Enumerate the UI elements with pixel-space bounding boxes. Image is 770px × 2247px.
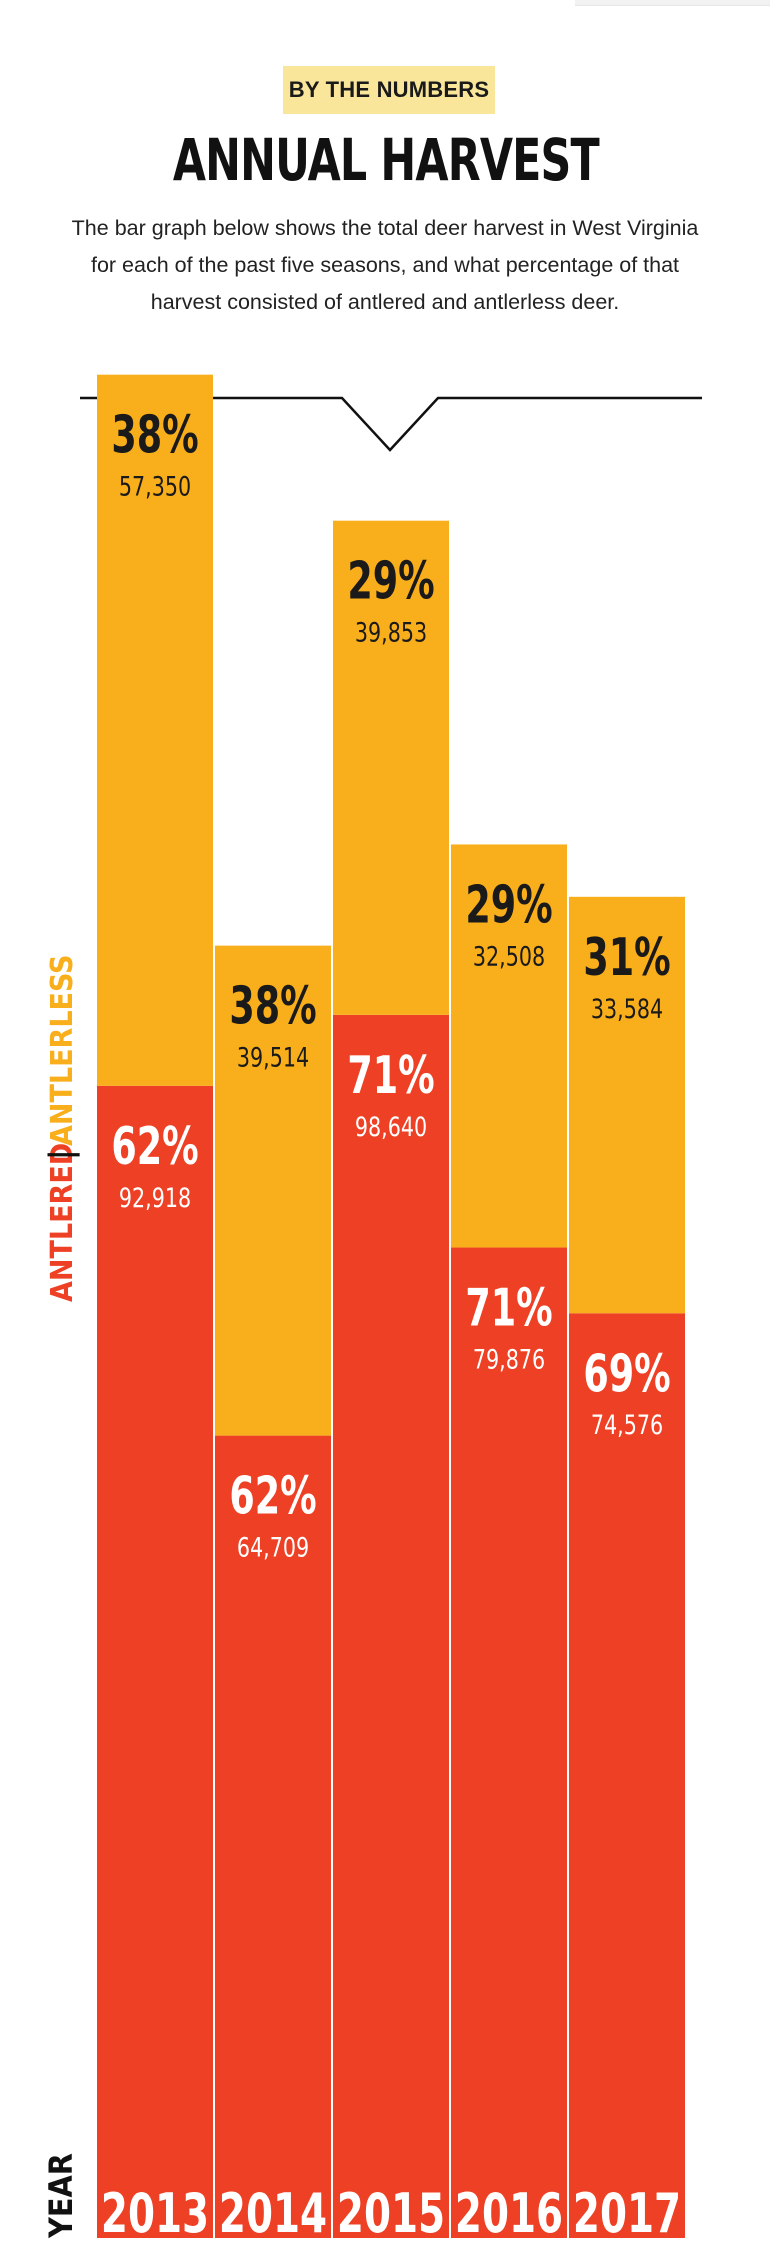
year-label-2013: 2013 [101, 2182, 209, 2245]
value-label-antlerless-2014: 39,514 [237, 1042, 309, 1073]
value-label-antlered-2015: 98,640 [355, 1111, 427, 1142]
value-label-antlerless-2016: 32,508 [473, 941, 545, 972]
intro-text: The bar graph below shows the total deer… [71, 216, 699, 314]
bar-antlerless-2014 [215, 945, 331, 1436]
value-label-antlerless-2017: 33,584 [591, 993, 663, 1024]
percent-label-antlerless-2013: 38% [111, 405, 198, 465]
legend-divider: | [42, 1149, 81, 1160]
percent-label-antlerless-2014: 38% [229, 976, 316, 1036]
year-label-2014: 2014 [219, 2182, 327, 2245]
bar-antlered-2016 [451, 1247, 567, 2238]
value-label-antlered-2013: 92,918 [119, 1182, 191, 1213]
value-label-antlered-2017: 74,576 [591, 1409, 663, 1440]
percent-label-antlerless-2015: 29% [347, 551, 434, 611]
percent-label-antlered-2015: 71% [347, 1045, 434, 1105]
section-divider-arrow [80, 396, 702, 452]
kicker-badge: BY THE NUMBERS [283, 66, 495, 114]
bar-antlerless-2016 [451, 844, 567, 1248]
bar-antlerless-2013 [97, 374, 213, 1086]
bar-antlerless-2017 [569, 896, 685, 1314]
percent-label-antlered-2014: 62% [229, 1466, 316, 1526]
bar-antlered-2017 [569, 1313, 685, 2238]
value-label-antlerless-2013: 57,350 [119, 471, 191, 502]
x-axis-label: YEAR [42, 2153, 80, 2239]
percent-label-antlerless-2017: 31% [583, 927, 670, 987]
legend-antlerless: ANTLERLESS [45, 955, 80, 1146]
value-label-antlerless-2015: 39,853 [355, 617, 427, 648]
bar-antlered-2013 [97, 1085, 213, 2238]
bar-antlerless-2015 [333, 520, 449, 1015]
page-title: ANNUAL HARVEST [172, 126, 600, 194]
value-label-antlered-2014: 64,709 [237, 1532, 309, 1563]
top-corner-tab [575, 0, 770, 6]
year-label-2016: 2016 [455, 2182, 563, 2245]
value-label-antlered-2016: 79,876 [473, 1344, 545, 1375]
percent-label-antlered-2016: 71% [465, 1278, 552, 1338]
percent-label-antlerless-2016: 29% [465, 874, 552, 934]
year-label-2017: 2017 [573, 2182, 681, 2245]
legend-antlered: ANTLERED [45, 1143, 80, 1302]
percent-label-antlered-2017: 69% [583, 1343, 670, 1403]
bar-antlered-2015 [333, 1014, 449, 2238]
year-label-2015: 2015 [337, 2182, 445, 2245]
percent-label-antlered-2013: 62% [111, 1116, 198, 1176]
bar-antlered-2014 [215, 1435, 331, 2238]
